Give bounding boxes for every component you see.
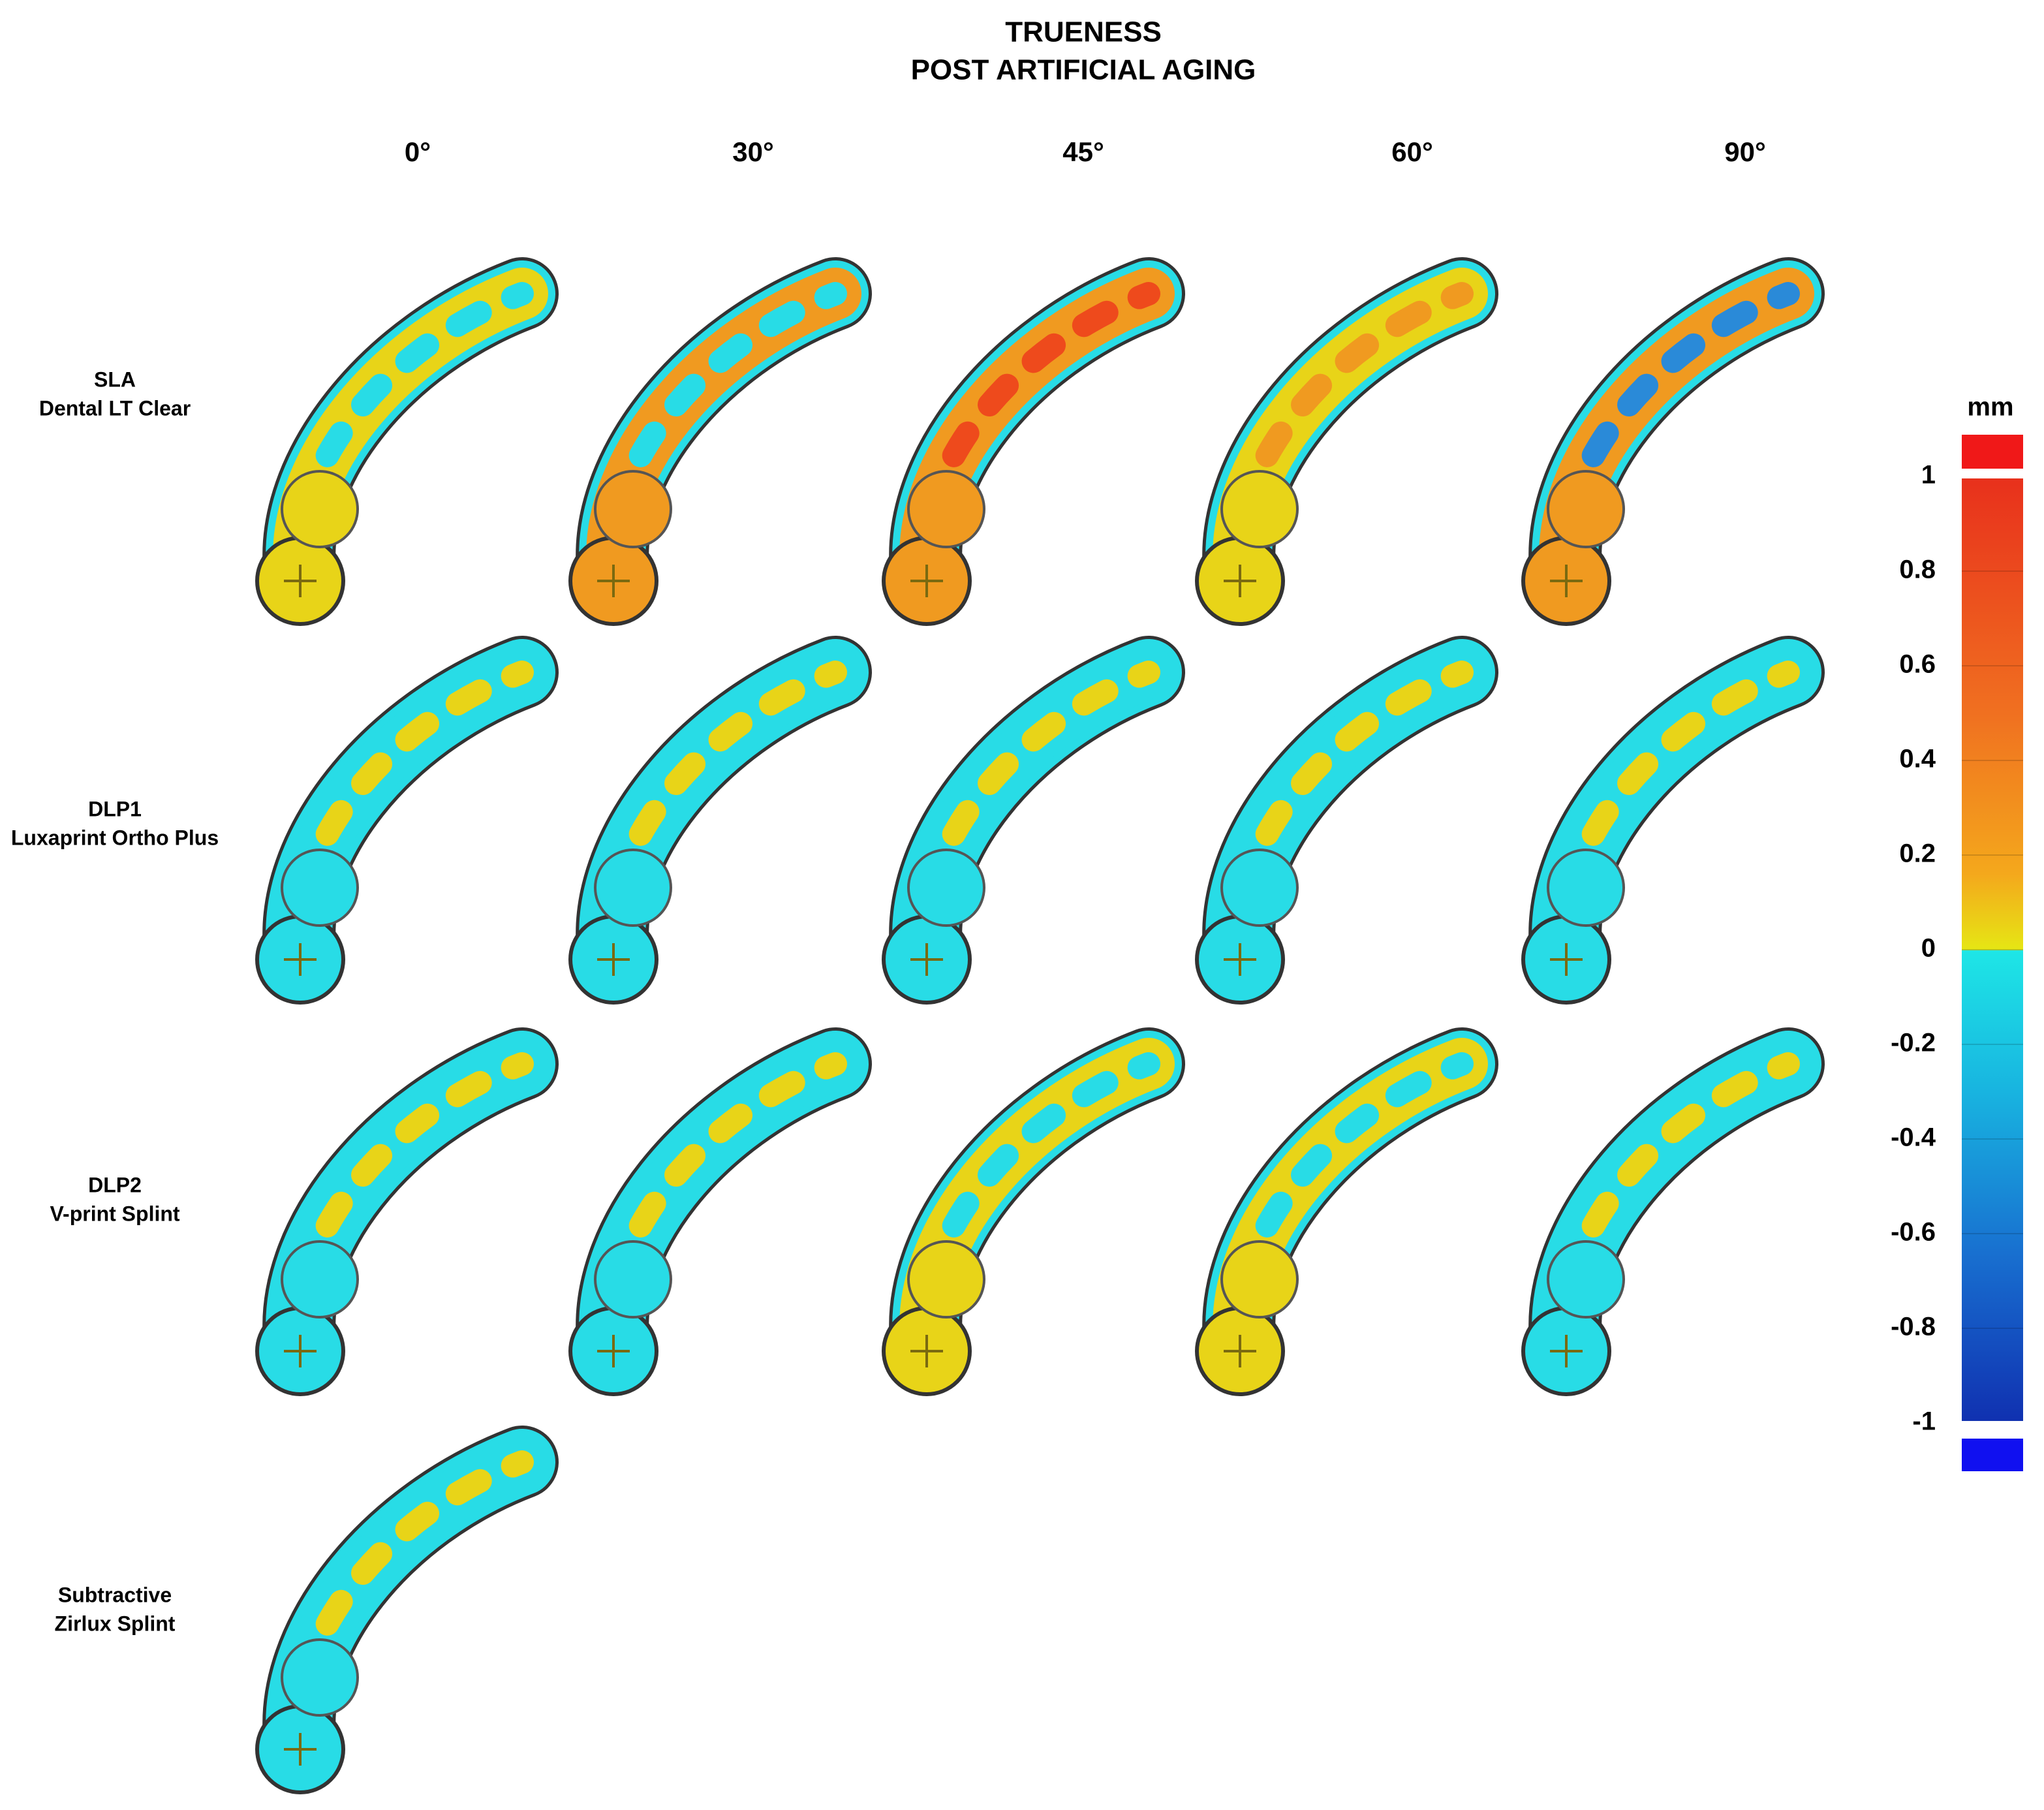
colorbar: mm 1 0.8 0.6 0.4 0.2 0 -0.2 -0.4 -0.6 -0.8 -1 [1891, 393, 2023, 1471]
panel-grid [255, 257, 1825, 1794]
molar-fissure [1224, 943, 1256, 976]
colorbar-tick-label: 0 [1921, 934, 1936, 963]
column-header: 30° [732, 136, 774, 167]
splint-map [568, 1027, 872, 1396]
splint-patch [1227, 1052, 1474, 1356]
splint-map [1195, 1027, 1498, 1396]
splint-patch [287, 1052, 534, 1356]
colorbar-tick-label: 0.2 [1899, 839, 1936, 868]
column-header: 0° [405, 136, 431, 167]
subtitle: POST ARTIFICIAL AGING [911, 54, 1256, 86]
splint-patch [600, 282, 847, 586]
splint-patch [914, 1052, 1160, 1356]
colorbar-unit: mm [1967, 393, 2013, 422]
splint-map [882, 1027, 1185, 1396]
row-label: V-print Splint [50, 1202, 179, 1225]
splint-map [568, 257, 872, 626]
molar-fissure [284, 1733, 317, 1766]
molar [1547, 470, 1625, 548]
splint-patch [914, 661, 1160, 965]
colorbar-tick-label: 0.6 [1899, 650, 1936, 679]
splint-map [1521, 1027, 1825, 1396]
splint-patch [600, 1052, 847, 1356]
splint-map [882, 636, 1185, 1005]
molar-fissure [1550, 1335, 1583, 1367]
molar [1547, 1240, 1625, 1318]
column-header: 90° [1724, 136, 1766, 167]
title: TRUENESS [1005, 16, 1162, 48]
splint-map [255, 636, 559, 1005]
molar [907, 1240, 985, 1318]
row-label: Dental LT Clear [39, 396, 191, 420]
splint-map [255, 1027, 559, 1396]
splint-map [1521, 257, 1825, 626]
splint-patch [1553, 661, 1800, 965]
molar-fissure [1550, 565, 1583, 597]
splint-patch [1227, 282, 1474, 586]
colorbar-tick-label: 0.4 [1899, 745, 1936, 773]
splint-patch [287, 661, 534, 965]
molar [907, 849, 985, 927]
molar-fissure [284, 1335, 317, 1367]
splint-patch [1553, 1052, 1800, 1356]
splint-patch [287, 1450, 534, 1755]
splint-map [255, 1426, 559, 1794]
row-label: Luxaprint Ortho Plus [11, 826, 219, 849]
splint-patch [1227, 661, 1474, 965]
colorbar-scale [1962, 476, 2023, 1423]
splint-map [255, 257, 559, 626]
splint-map [568, 636, 872, 1005]
splint-map [1521, 636, 1825, 1005]
molar [281, 849, 359, 927]
molar-fissure [910, 943, 943, 976]
molar [281, 470, 359, 548]
molar-fissure [910, 1335, 943, 1367]
molar-fissure [597, 943, 630, 976]
row-label: SLA [94, 367, 136, 391]
molar-fissure [910, 565, 943, 597]
colorbar-under [1962, 1439, 2023, 1471]
molar-fissure [1224, 565, 1256, 597]
column-header: 45° [1062, 136, 1104, 167]
colorbar-tick-label: -0.2 [1891, 1029, 1936, 1057]
colorbar-tick-label: -0.8 [1891, 1313, 1936, 1341]
colorbar-tick-label: -0.4 [1891, 1123, 1936, 1152]
colorbar-tick-label: 1 [1921, 461, 1936, 490]
row-label: DLP2 [88, 1173, 142, 1196]
molar [281, 1240, 359, 1318]
splint-patch [600, 661, 847, 965]
molar-fissure [1224, 1335, 1256, 1367]
splint-map [1195, 257, 1498, 626]
molar-fissure [1550, 943, 1583, 976]
molar [907, 470, 985, 548]
molar-fissure [597, 565, 630, 597]
molar [1220, 849, 1299, 927]
molar [594, 470, 672, 548]
column-header: 60° [1391, 136, 1433, 167]
molar [1547, 849, 1625, 927]
molar [281, 1638, 359, 1717]
colorbar-tick-label: -1 [1912, 1407, 1936, 1436]
molar [594, 849, 672, 927]
molar-fissure [597, 1335, 630, 1367]
splint-patch [1553, 282, 1800, 586]
splint-map [1195, 636, 1498, 1005]
splint-map [882, 257, 1185, 626]
molar-fissure [284, 565, 317, 597]
molar [1220, 470, 1299, 548]
row-label: DLP1 [88, 797, 142, 820]
splint-patch [914, 282, 1160, 586]
splint-patch [287, 282, 534, 586]
molar [1220, 1240, 1299, 1318]
molar [594, 1240, 672, 1318]
row-label: Subtractive [58, 1583, 172, 1606]
colorbar-over [1962, 435, 2023, 469]
colorbar-tick-label: -0.6 [1891, 1218, 1936, 1247]
molar-fissure [284, 943, 317, 976]
colorbar-tick-label: 0.8 [1899, 555, 1936, 584]
row-label: Zirlux Splint [55, 1612, 176, 1635]
